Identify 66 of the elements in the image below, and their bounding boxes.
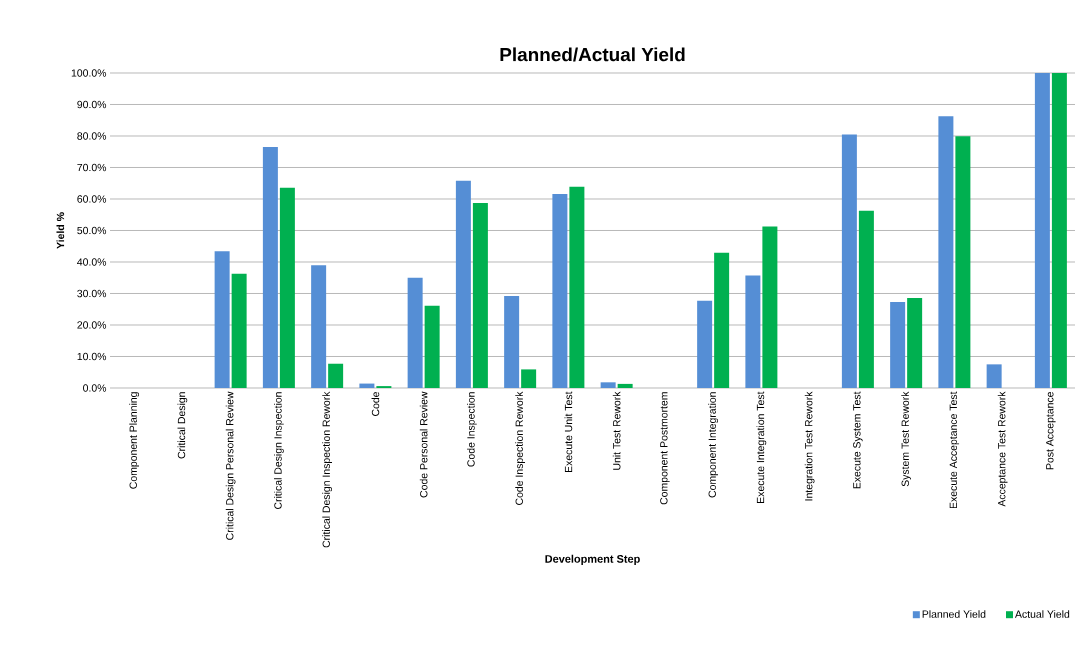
bar <box>328 363 344 388</box>
y-tick-label: 70.0% <box>77 163 107 172</box>
x-tick-label: Execute System Test <box>853 391 863 489</box>
bar <box>262 147 278 388</box>
legend-label: Actual Yield <box>1014 610 1070 618</box>
bar <box>407 277 423 388</box>
bar <box>762 226 778 388</box>
bar <box>955 136 971 388</box>
y-tick-label: 0.0% <box>83 384 107 392</box>
x-axis-title: Development Step <box>545 554 640 565</box>
bar <box>986 364 1002 388</box>
x-tick-label: System Test Rework <box>901 391 912 487</box>
bar <box>521 369 537 388</box>
y-tick-label: 50.0% <box>77 226 107 235</box>
y-tick-label: 30.0% <box>77 289 107 298</box>
x-tick-label: Acceptance Test Rework <box>997 391 1008 507</box>
bar <box>472 203 488 388</box>
bar <box>569 186 585 388</box>
bar <box>714 252 730 388</box>
legend-label: Planned Yield <box>922 610 986 618</box>
y-axis-title: Yield % <box>56 212 65 249</box>
bar <box>600 382 616 388</box>
x-tick-label: Execute Acceptance Test <box>949 391 960 509</box>
x-tick-label: Unit Test Rework <box>612 391 621 470</box>
bar <box>359 383 375 388</box>
x-tick-label: Execute Unit Test <box>564 391 573 473</box>
x-tick-label: Component Postmortem <box>660 392 670 505</box>
bar <box>745 275 761 388</box>
bar <box>455 180 471 388</box>
y-tick-label: 10.0% <box>77 352 107 361</box>
x-tick-label: Critical Design Inspection Rework <box>322 391 333 548</box>
x-tick-label: Component Integration <box>708 392 719 498</box>
x-tick-label: Integration Test Rework <box>804 391 815 501</box>
bar <box>214 251 230 388</box>
x-tick-label: Code Inspection <box>467 392 477 467</box>
bar <box>1034 72 1050 388</box>
bar <box>279 187 295 388</box>
bar <box>697 300 713 388</box>
y-tick-label: 40.0% <box>77 258 107 266</box>
x-tick-label: Execute Integration Test <box>756 391 767 503</box>
bar <box>231 273 247 388</box>
bar <box>890 301 906 388</box>
y-tick-label: 20.0% <box>77 321 107 329</box>
x-tick-label: Post Acceptance <box>1046 391 1056 470</box>
y-tick-label: 80.0% <box>77 132 107 140</box>
y-tick-label: 90.0% <box>77 100 107 109</box>
x-tick-label: Component Planning <box>129 392 140 489</box>
bar <box>1051 72 1067 388</box>
bar <box>617 383 633 388</box>
bar <box>938 116 954 388</box>
x-tick-label: Critical Design <box>177 392 188 459</box>
bar <box>424 305 440 388</box>
x-tick-label: Code <box>371 391 380 416</box>
x-tick-label: Code Personal Review <box>419 391 428 498</box>
bar <box>907 297 923 388</box>
x-tick-label: Code Inspection Rework <box>515 391 526 505</box>
y-tick-label: 60.0% <box>77 195 107 203</box>
bar <box>552 193 568 388</box>
x-tick-label: Critical Design Inspection <box>274 392 284 509</box>
bar <box>841 134 857 388</box>
x-tick-label: Critical Design Personal Review <box>225 391 236 540</box>
y-tick-label: 100.0% <box>71 69 107 77</box>
bar <box>858 210 874 388</box>
chart-title: Planned/Actual Yield <box>500 47 685 62</box>
bar <box>504 296 520 388</box>
bar <box>311 265 327 388</box>
